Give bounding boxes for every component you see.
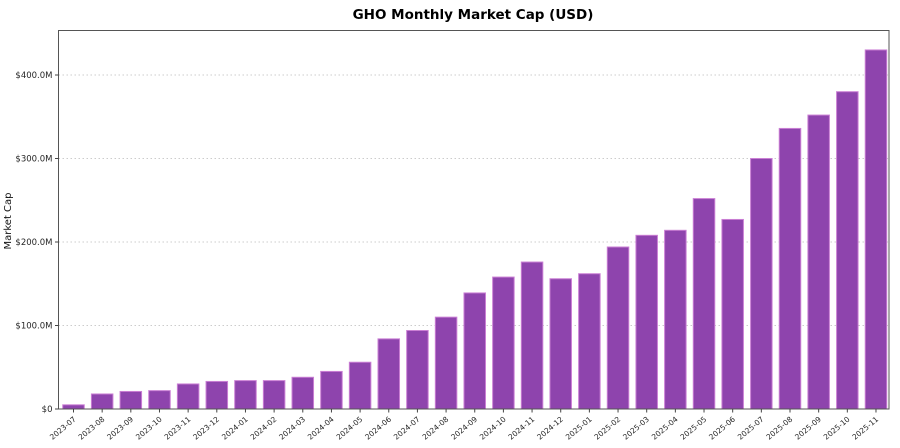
plot-border [58, 30, 890, 410]
bar-2025-11 [864, 49, 888, 410]
bar-2024-11 [520, 261, 544, 410]
bar-2024-09 [463, 292, 486, 410]
bar-2023-11 [176, 383, 200, 410]
x-tick-label: 2025-10 [822, 414, 852, 441]
x-tick-label: 2025-08 [764, 414, 794, 441]
bar-2025-01 [578, 273, 601, 410]
bar-2025-09 [807, 114, 830, 410]
x-tick-label: 2025-02 [593, 414, 623, 441]
bar-2024-03 [291, 376, 315, 410]
bar-2023-10 [148, 390, 171, 410]
x-tick-label: 2024-07 [392, 414, 422, 441]
x-tick-label: 2024-04 [306, 414, 336, 441]
x-tick-label: 2024-12 [535, 414, 565, 441]
bar-2024-05 [348, 361, 372, 410]
x-tick-label: 2025-06 [707, 414, 737, 441]
plot-area: $0$100.0M$200.0M$300.0M$400.0M2023-07202… [15, 30, 890, 442]
x-tick-label: 2025-04 [650, 414, 680, 441]
chart-title: GHO Monthly Market Cap (USD) [353, 7, 594, 23]
x-tick-label: 2024-02 [249, 414, 279, 441]
y-tick-label: $0 [42, 405, 53, 415]
x-tick-label: 2025-05 [679, 414, 709, 441]
bar-2025-07 [750, 158, 773, 410]
bar-2024-01 [234, 380, 257, 410]
y-tick-label: $100.0M [15, 322, 52, 332]
x-tick-label: 2024-06 [363, 414, 393, 441]
bar-2023-12 [205, 380, 229, 410]
bar-2025-10 [836, 91, 859, 410]
x-tick-label: 2024-05 [335, 414, 365, 441]
y-tick-label: $200.0M [15, 238, 52, 248]
x-tick-label: 2023-10 [134, 414, 164, 441]
x-tick-label: 2025-09 [793, 414, 823, 441]
bar-2024-12 [549, 278, 572, 410]
bar-2023-08 [90, 393, 114, 410]
bar-2024-07 [406, 330, 429, 410]
x-tick-label: 2025-07 [736, 414, 766, 441]
bar-2025-04 [664, 229, 687, 410]
bar-2025-08 [778, 127, 802, 410]
x-tick-label: 2024-01 [220, 414, 250, 441]
y-tick-label: $300.0M [15, 155, 52, 165]
x-tick-label: 2023-08 [77, 414, 107, 441]
x-tick-label: 2024-08 [421, 414, 451, 441]
x-tick-label: 2023-11 [163, 414, 193, 441]
x-tick-label: 2023-07 [48, 414, 78, 441]
bar-2024-02 [262, 380, 286, 410]
bar-2025-02 [606, 246, 630, 410]
x-tick-label: 2024-03 [277, 414, 307, 441]
x-tick-label: 2024-11 [507, 414, 537, 441]
bar-2023-09 [119, 390, 143, 410]
y-axis-title: Market Cap [3, 192, 14, 249]
x-tick-label: 2024-10 [478, 414, 508, 441]
bar-2024-04 [320, 370, 343, 410]
bar-2025-05 [692, 198, 716, 410]
bar-2025-03 [635, 234, 658, 410]
x-tick-label: 2023-12 [191, 414, 221, 441]
bar-2024-08 [434, 316, 458, 410]
x-tick-label: 2025-01 [564, 414, 594, 441]
bar-2023-07 [62, 404, 85, 410]
bar-2024-06 [377, 338, 401, 410]
x-tick-label: 2025-11 [850, 414, 880, 441]
bar-2025-06 [721, 218, 744, 410]
x-tick-label: 2025-03 [621, 414, 651, 441]
x-tick-label: 2024-09 [449, 414, 479, 441]
y-tick-label: $400.0M [15, 71, 52, 81]
bar-2024-10 [492, 276, 515, 410]
x-tick-label: 2023-09 [105, 414, 135, 441]
